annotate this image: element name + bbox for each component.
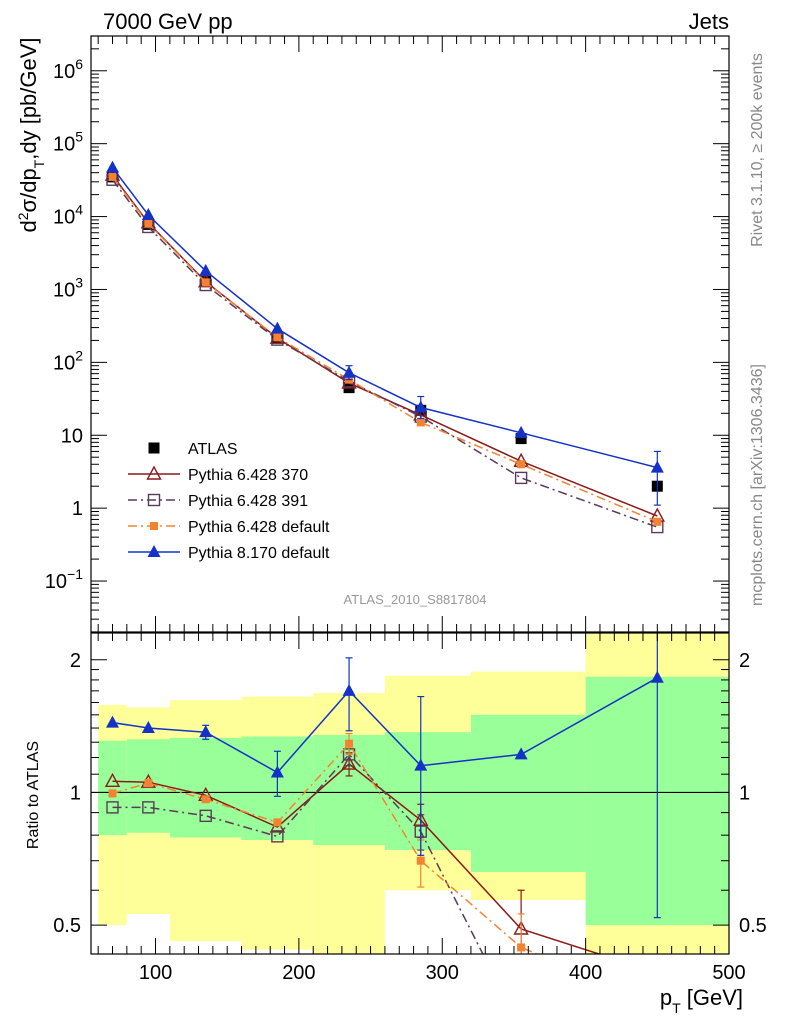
ratio-frame [90, 632, 730, 955]
ratio-point-pydef [345, 739, 354, 748]
ratio-point-py391 [142, 801, 155, 814]
x-axis-label: pT [GeV] [660, 985, 743, 1016]
x-tick-label: 300 [426, 962, 459, 984]
ratio-y-tick-label-left: 1 [70, 782, 81, 804]
main-point-py8 [514, 425, 528, 438]
main-plot-area [104, 160, 665, 534]
ratio-point-py370 [341, 755, 357, 770]
ratio-point-py8 [650, 670, 664, 683]
ratio-panel: 0.5 0.5 1 1 2 2 100 200 300 400 500 [53, 632, 767, 984]
legend-label-atlas: ATLAS [188, 441, 238, 458]
ratio-point-py391 [199, 809, 212, 823]
main-y-tick-label: 103 [53, 274, 83, 301]
main-line-py8 [111, 167, 658, 469]
main-y-tick-label: 10 [61, 425, 83, 447]
x-tick-label: 200 [282, 962, 315, 984]
ratio-point-py8 [514, 747, 528, 760]
main-panel: 10−1 1 10 102 103 104 105 106 ATLAS_2010_S88178… [45, 35, 730, 633]
ratio-point-py391 [106, 801, 119, 814]
main-point-pydef [273, 333, 282, 342]
main-point-pydef [416, 418, 425, 427]
ratio-line-pydef [112, 742, 539, 954]
main-y-tick-label: 102 [53, 347, 83, 374]
main-y-tick-label: 104 [53, 202, 83, 229]
legend-marker-py8 [147, 545, 161, 557]
legend-label-pydef: Pythia 6.428 default [188, 519, 330, 536]
x-tick-label: 400 [569, 962, 602, 984]
ratio-point-py391 [271, 830, 284, 843]
ratio-point-pydef [273, 818, 282, 827]
main-frame [90, 35, 730, 633]
main-point-pydef [653, 517, 662, 526]
ratio-point-pydef [416, 856, 425, 865]
main-y-tick-label: 105 [53, 129, 83, 156]
ratio-y-tick-label-right: 1 [739, 782, 750, 804]
legend: ATLAS Pythia 6.428 370 Pythia 6.428 391 Pyt… [128, 441, 330, 562]
main-line-pydef [111, 176, 658, 523]
main-point-pydef [144, 219, 153, 228]
main-point-pydef [201, 278, 210, 287]
main-point-py8 [650, 460, 664, 473]
main-line-py391 [111, 179, 658, 528]
mcplots-label: mcplots.cern.ch [arXiv:1306.3436] [749, 364, 766, 606]
legend-label-py391: Pythia 6.428 391 [188, 493, 308, 510]
x-tick-label: 500 [712, 962, 745, 984]
main-point-py8 [342, 365, 356, 378]
main-point-pydef [517, 460, 526, 469]
legend-marker-pydef [150, 522, 158, 530]
ratio-point-py8 [199, 725, 213, 738]
analysis-label: ATLAS_2010_S8817804 [344, 592, 487, 607]
ratio-band-inner [470, 714, 586, 872]
ratio-point-py8 [414, 758, 428, 771]
ratio-point-py8 [270, 765, 284, 778]
rivet-label: Rivet 3.1.10, ≥ 200k events [749, 53, 766, 247]
ratio-line-py8 [112, 677, 658, 774]
main-point-py8 [270, 321, 284, 334]
ratio-band-inner [98, 740, 127, 836]
header-right: Jets [689, 9, 729, 34]
ratio-y-tick-label-left: 0.5 [53, 915, 81, 937]
ratio-point-py370 [651, 966, 664, 978]
ratio-y-tick-label-left: 2 [70, 650, 81, 672]
legend-label-py370: Pythia 6.428 370 [188, 467, 308, 484]
main-point-pydef [108, 172, 117, 181]
main-point-py8 [106, 160, 120, 173]
main-point-atlas [515, 433, 527, 445]
main-y-tick-label: 1 [72, 498, 83, 520]
header-left: 7000 GeV pp [103, 9, 233, 34]
main-line-py370 [111, 174, 658, 517]
main-point-py8 [199, 263, 213, 276]
ratio-y-axis-label: Ratio to ATLAS [25, 741, 42, 849]
legend-marker-atlas [148, 442, 160, 454]
main-point-py8 [414, 400, 428, 413]
ratio-point-py8 [342, 683, 356, 696]
main-point-py391 [514, 471, 528, 485]
x-tick-label: 100 [139, 962, 172, 984]
ratio-axes: 0.5 0.5 1 1 2 2 100 200 300 400 500 [53, 633, 767, 984]
legend-marker-py370 [146, 465, 162, 480]
main-y-axis-label: d2σ/dpT,dy [pb/GeV] [15, 37, 47, 232]
ratio-point-pydef [517, 943, 526, 952]
ratio-line-py391 [112, 753, 484, 954]
main-y-tick-label: 10−1 [45, 566, 83, 593]
main-axes: 10−1 1 10 102 103 104 105 106 [45, 35, 730, 633]
ratio-band-inner [384, 732, 471, 851]
legend-marker-py391 [147, 493, 161, 507]
main-y-tick-label: 106 [53, 56, 83, 83]
ratio-plot-area [91, 633, 729, 978]
ratio-point-pydef [201, 795, 210, 804]
ratio-point-py8 [141, 721, 155, 734]
ratio-point-py8 [106, 715, 120, 728]
ratio-y-tick-label-right: 2 [739, 650, 750, 672]
main-point-py8 [141, 208, 155, 221]
ratio-point-py370 [104, 772, 121, 787]
ratio-point-pydef [108, 789, 117, 798]
ratio-y-tick-label-right: 0.5 [739, 915, 767, 937]
ratio-point-pydef [144, 779, 153, 788]
legend-label-py8: Pythia 8.170 default [188, 545, 330, 562]
